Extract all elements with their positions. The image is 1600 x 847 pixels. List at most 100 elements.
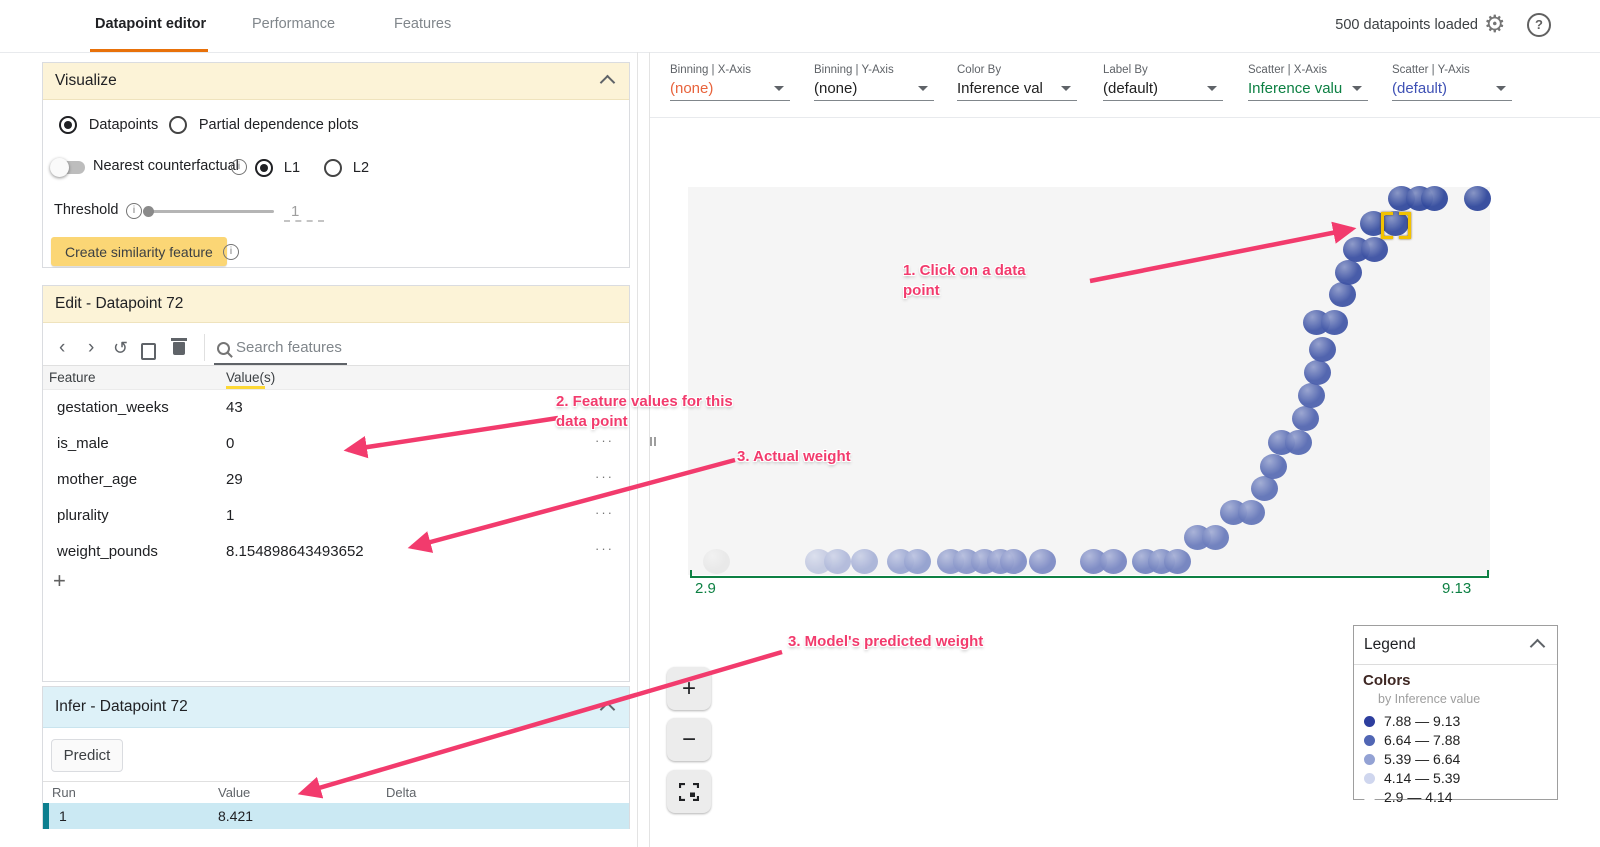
legend-range-label: 4.14 — 5.39 (1384, 770, 1461, 786)
scatter-point[interactable] (1251, 476, 1278, 501)
scatter-point[interactable] (1100, 549, 1127, 574)
infer-panel-header[interactable]: Infer - Datapoint 72 (43, 687, 629, 728)
info-icon[interactable]: i (126, 203, 142, 219)
overflow-menu-icon[interactable]: ··· (595, 469, 614, 484)
feature-row: gestation_weeks 43 ··· (43, 389, 629, 425)
legend-subtitle: by Inference value (1378, 692, 1481, 706)
control-dropdown[interactable]: Binning | Y-Axis (none) (814, 64, 934, 101)
restore-history-icon[interactable]: ↺ (113, 338, 129, 358)
datapoints-radio[interactable]: Datapoints (59, 116, 158, 135)
active-tab-underline (90, 49, 208, 52)
fit-to-screen-icon (679, 782, 699, 801)
feature-row: plurality 1 ··· (43, 497, 629, 533)
help-icon[interactable]: ? (1527, 13, 1551, 37)
scatter-point-selected[interactable] (1382, 211, 1409, 236)
add-feature-icon[interactable]: + (53, 568, 66, 593)
scatter-point[interactable] (1285, 430, 1312, 455)
l2-radio[interactable]: L2 (324, 159, 369, 178)
scatter-point[interactable] (1000, 549, 1027, 574)
scatter-point[interactable] (1304, 360, 1331, 385)
scatter-point[interactable] (1202, 525, 1229, 550)
control-dropdown-value[interactable]: Inference valu (1248, 80, 1343, 97)
divider-grip-icon[interactable] (650, 437, 652, 446)
zoom-in-button[interactable]: + (667, 667, 711, 710)
duplicate-datapoint-icon[interactable] (141, 339, 161, 360)
info-icon[interactable]: i (231, 159, 247, 175)
scatter-point[interactable] (1238, 500, 1265, 525)
feature-value[interactable]: 1 (226, 507, 235, 524)
legend-color-dot (1364, 773, 1375, 784)
control-dropdown-value[interactable]: (none) (814, 80, 858, 97)
predict-button[interactable]: Predict (51, 739, 123, 772)
scatter-point[interactable] (1292, 406, 1319, 431)
overflow-menu-icon[interactable]: ··· (595, 505, 614, 520)
scatter-point[interactable] (703, 549, 730, 574)
scatter-point[interactable] (1464, 186, 1491, 211)
delete-datapoint-icon[interactable] (171, 338, 187, 355)
control-dropdown[interactable]: Color By Inference val (957, 64, 1077, 101)
feature-column-header[interactable]: Feature (49, 370, 96, 385)
fit-to-screen-button[interactable] (667, 770, 711, 813)
info-icon[interactable]: i (223, 244, 239, 260)
legend-color-dot (1364, 792, 1375, 803)
control-dropdown[interactable]: Label By (default) (1103, 64, 1223, 101)
zoom-out-button[interactable]: − (667, 718, 711, 761)
settings-gear-icon[interactable]: ⚙ (1484, 11, 1506, 38)
control-dropdown-label: Binning | Y-Axis (814, 64, 894, 76)
search-icon (217, 342, 230, 355)
feature-value[interactable]: 29 (226, 471, 243, 488)
control-dropdown-value[interactable]: Inference val (957, 80, 1043, 97)
feature-value[interactable]: 0 (226, 435, 235, 452)
control-dropdown-underline (814, 100, 934, 101)
scatter-point[interactable] (1361, 237, 1388, 262)
control-dropdown[interactable]: Binning | X-Axis (none) (670, 64, 790, 101)
feature-value[interactable]: 8.154898643493652 (226, 543, 364, 560)
scatter-point[interactable] (1321, 310, 1348, 335)
control-dropdown-value[interactable]: (default) (1392, 80, 1448, 97)
control-dropdown[interactable]: Scatter | X-Axis Inference valu (1248, 64, 1368, 101)
threshold-value[interactable]: 1 (291, 203, 300, 220)
pdp-radio[interactable]: Partial dependence plots (169, 116, 359, 135)
divider-grip-icon[interactable] (654, 437, 656, 446)
scatter-point[interactable] (1260, 454, 1287, 479)
scatter-point[interactable] (904, 549, 931, 574)
scatter-point[interactable] (1329, 282, 1356, 307)
scatter-point[interactable] (824, 549, 851, 574)
edit-panel-header[interactable]: Edit - Datapoint 72 (43, 286, 629, 323)
scatter-point[interactable] (1164, 549, 1191, 574)
nearest-counterfactual-toggle[interactable] (50, 158, 85, 177)
values-column-header[interactable]: Value(s) (226, 370, 276, 385)
pane-divider-line (649, 52, 650, 847)
scatter-point[interactable] (1298, 383, 1325, 408)
legend-header[interactable]: Legend (1354, 626, 1557, 665)
collapse-chevron-icon[interactable] (599, 74, 616, 91)
overflow-menu-icon[interactable]: ··· (595, 397, 614, 412)
collapse-chevron-icon[interactable] (599, 701, 616, 718)
control-dropdown-value[interactable]: (none) (670, 80, 714, 97)
next-datapoint-icon[interactable]: › (88, 337, 95, 358)
collapse-chevron-icon[interactable] (1529, 638, 1546, 655)
tab-datapoint-editor[interactable]: Datapoint editor (95, 16, 207, 32)
scatter-point[interactable] (851, 549, 878, 574)
prev-datapoint-icon[interactable]: ‹ (59, 337, 66, 358)
scatter-point[interactable] (1421, 186, 1448, 211)
tab-performance[interactable]: Performance (252, 16, 336, 32)
value-column-header: Value (218, 785, 251, 800)
threshold-slider[interactable] (147, 210, 274, 213)
control-dropdown-value[interactable]: (default) (1103, 80, 1159, 97)
visualize-panel-header[interactable]: Visualize (43, 63, 629, 100)
l1-radio[interactable]: L1 (255, 159, 300, 178)
control-dropdown[interactable]: Scatter | Y-Axis (default) (1392, 64, 1512, 101)
search-features-input[interactable]: Search features (236, 339, 342, 356)
tab-features[interactable]: Features (394, 16, 452, 32)
delta-column-header: Delta (386, 785, 417, 800)
feature-value[interactable]: 43 (226, 399, 243, 416)
scatter-point[interactable] (1309, 337, 1336, 362)
overflow-menu-icon[interactable]: ··· (595, 433, 614, 448)
overflow-menu-icon[interactable]: ··· (595, 541, 614, 556)
threshold-slider-handle[interactable] (143, 206, 154, 217)
inference-result-row[interactable]: 1 8.421 (43, 803, 629, 829)
create-similarity-feature-button[interactable]: Create similarity feature (51, 237, 227, 266)
scatter-point[interactable] (1335, 260, 1362, 285)
scatter-point[interactable] (1029, 549, 1056, 574)
